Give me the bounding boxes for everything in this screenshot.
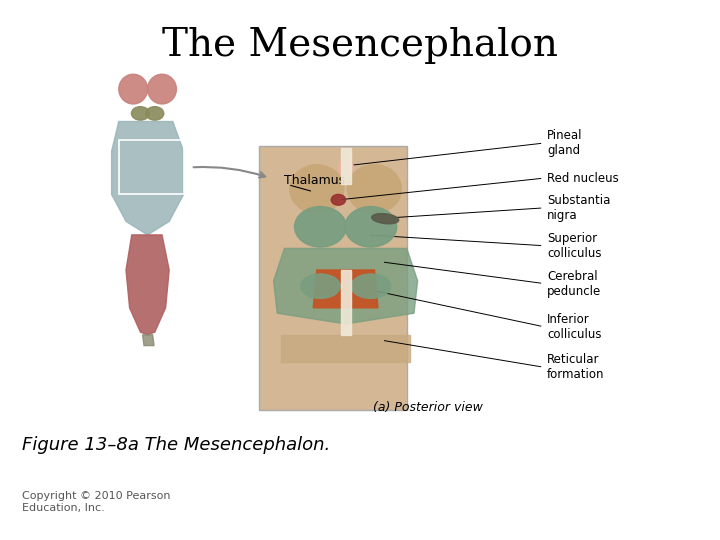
Text: Figure 13–8a The Mesencephalon.: Figure 13–8a The Mesencephalon. xyxy=(22,436,330,455)
Text: Superior
colliculus: Superior colliculus xyxy=(547,232,602,260)
Ellipse shape xyxy=(119,74,148,104)
Text: Inferior
colliculus: Inferior colliculus xyxy=(547,313,602,341)
Polygon shape xyxy=(274,248,418,324)
Polygon shape xyxy=(281,335,410,362)
Bar xyxy=(341,148,351,184)
Text: Copyright © 2010 Pearson
Education, Inc.: Copyright © 2010 Pearson Education, Inc. xyxy=(22,491,170,513)
Ellipse shape xyxy=(301,274,340,298)
Bar xyxy=(341,270,351,335)
Text: (a) Posterior view: (a) Posterior view xyxy=(374,401,483,414)
Text: Cerebral
peduncle: Cerebral peduncle xyxy=(547,269,601,298)
Ellipse shape xyxy=(372,214,399,224)
Ellipse shape xyxy=(348,165,402,213)
Text: The Mesencephalon: The Mesencephalon xyxy=(162,27,558,64)
Ellipse shape xyxy=(132,106,150,120)
Text: Substantia
nigra: Substantia nigra xyxy=(547,194,611,222)
Text: Pineal
gland: Pineal gland xyxy=(547,129,582,157)
Ellipse shape xyxy=(345,206,397,247)
Text: Red nucleus: Red nucleus xyxy=(547,172,619,185)
Ellipse shape xyxy=(148,74,176,104)
Polygon shape xyxy=(126,235,169,335)
Text: Reticular
formation: Reticular formation xyxy=(547,353,605,381)
Bar xyxy=(119,140,184,194)
Polygon shape xyxy=(112,122,184,235)
Ellipse shape xyxy=(294,206,346,247)
Polygon shape xyxy=(313,270,378,308)
FancyBboxPatch shape xyxy=(259,146,407,410)
Text: Thalamus: Thalamus xyxy=(284,174,346,187)
Ellipse shape xyxy=(338,161,354,174)
Ellipse shape xyxy=(331,194,346,205)
Ellipse shape xyxy=(289,165,344,213)
Ellipse shape xyxy=(145,106,164,120)
Polygon shape xyxy=(143,335,154,346)
Ellipse shape xyxy=(351,274,391,298)
